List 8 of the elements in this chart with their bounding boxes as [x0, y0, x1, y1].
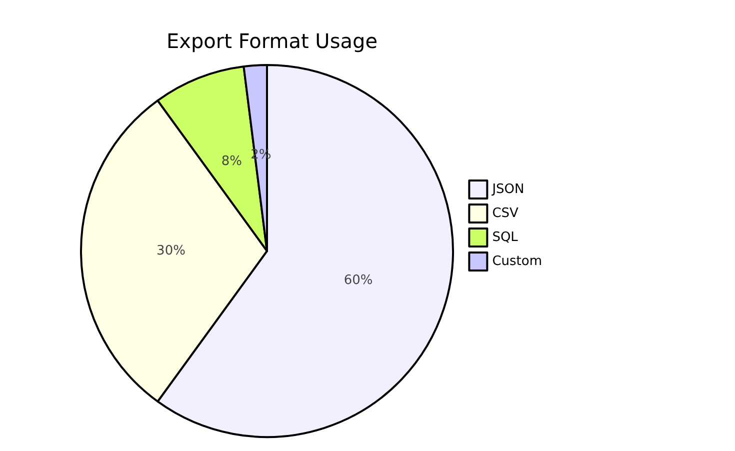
legend-label: SQL [492, 230, 519, 245]
legend-label: Custom [492, 254, 542, 269]
chart-title: Export Format Usage [166, 29, 378, 53]
legend-label: JSON [491, 182, 524, 197]
data-label: 8% [221, 154, 242, 170]
data-label: 60% [344, 273, 373, 288]
legend-label: CSV [492, 206, 519, 221]
data-label: 30% [156, 244, 186, 258]
